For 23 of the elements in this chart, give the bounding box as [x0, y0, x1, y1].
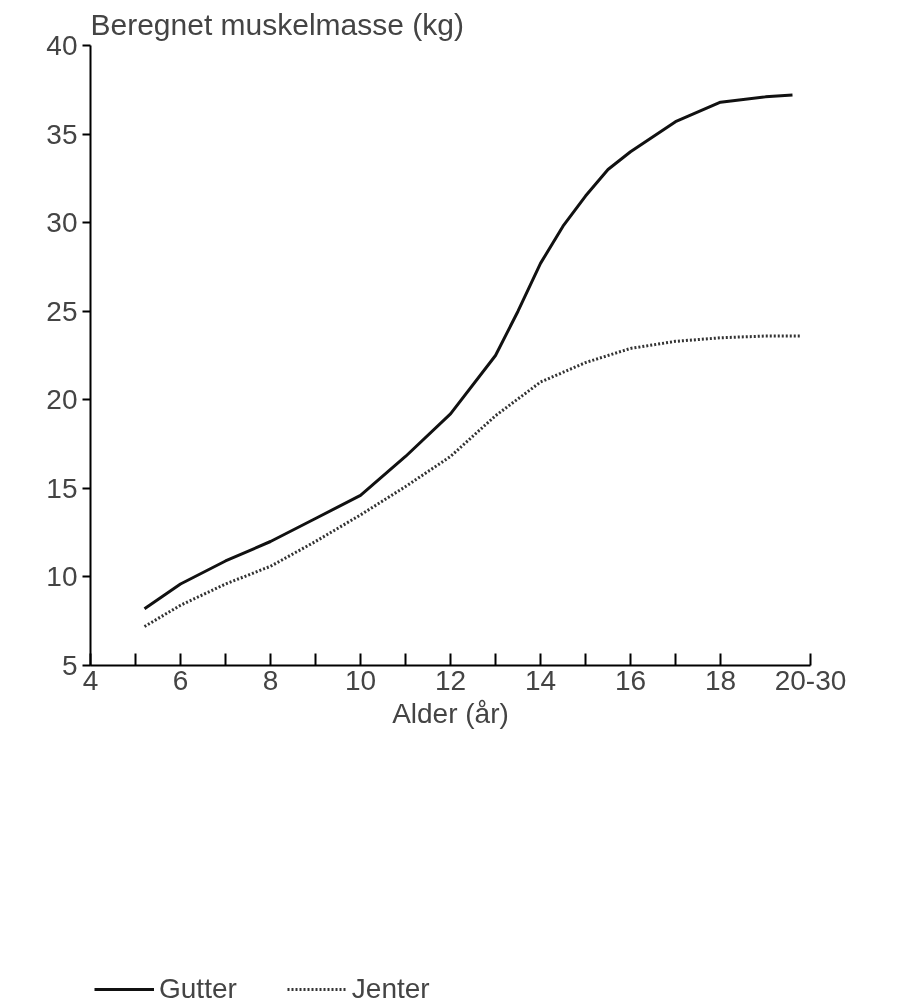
x-tick-label: 6: [172, 664, 189, 696]
x-tick-label: 16: [614, 664, 647, 696]
legend-label: Jenter: [351, 973, 430, 1005]
x-tick-label: 4: [82, 664, 99, 696]
y-tick-label: 35: [46, 118, 78, 150]
x-tick-label: 12: [434, 664, 467, 696]
x-tick-label: 18: [704, 664, 737, 696]
line-series: [143, 93, 794, 611]
y-tick-label: 15: [46, 472, 78, 504]
x-axis-title: Alder (år): [392, 697, 509, 729]
legend-label: Gutter: [159, 973, 237, 1005]
x-tick-label: 8: [262, 664, 279, 696]
y-tick-label: 30: [46, 207, 78, 239]
y-tick-label: 40: [46, 30, 78, 61]
line-series: [143, 334, 803, 629]
y-tick-label: 5: [61, 650, 78, 681]
y-tick-label: 25: [46, 295, 78, 327]
x-tick-label: 20-30: [774, 664, 847, 696]
y-tick-label: 10: [46, 561, 78, 593]
y-tick-label: 20: [46, 384, 78, 416]
chart-title: Beregnet muskelmasse (kg): [90, 7, 464, 41]
x-tick-label: 10: [344, 664, 377, 696]
x-tick-label: 14: [524, 664, 557, 696]
